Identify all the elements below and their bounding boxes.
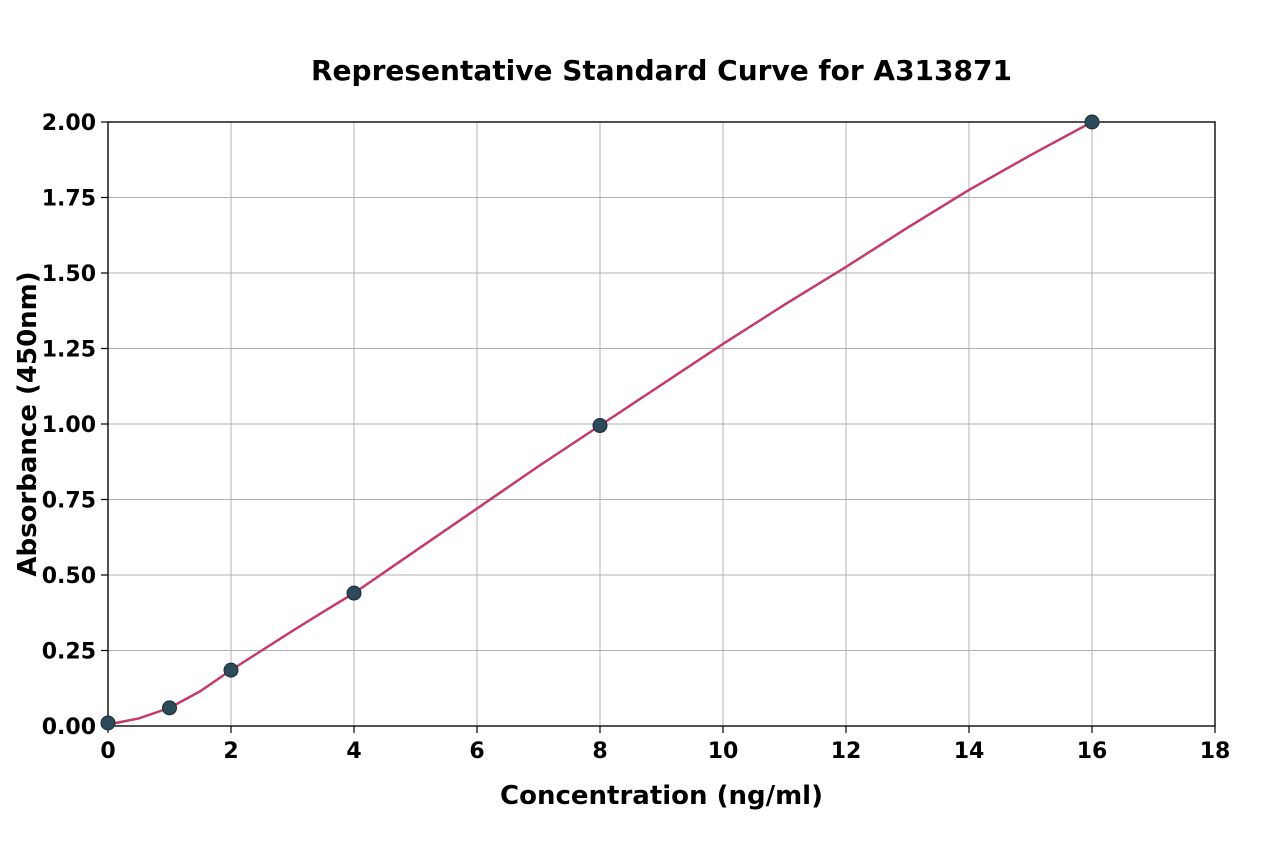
ytick-label: 1.50 — [42, 262, 96, 287]
ytick-label: 1.00 — [42, 413, 96, 438]
ytick-label: 0.75 — [42, 489, 96, 514]
data-point-marker — [1085, 115, 1099, 129]
x-axis-label: Concentration (ng/ml) — [500, 781, 823, 811]
data-point-marker — [224, 663, 238, 677]
data-point-marker — [101, 716, 115, 730]
xtick-label: 14 — [954, 739, 985, 764]
data-point-marker — [347, 586, 361, 600]
ytick-label: 2.00 — [42, 111, 96, 136]
chart-container: 0 2 4 6 8 10 12 14 16 18 0.00 0.25 0.50 0.75 1.00 1.25 1… — [0, 0, 1280, 845]
ytick-label: 0.00 — [42, 715, 96, 740]
xtick-label: 2 — [223, 739, 238, 764]
y-axis-label: Absorbance (450nm) — [13, 271, 43, 576]
xtick-label: 12 — [831, 739, 862, 764]
ytick-label: 0.25 — [42, 640, 96, 665]
xtick-label: 10 — [708, 739, 739, 764]
xtick-label: 4 — [346, 739, 361, 764]
ytick-label: 1.25 — [42, 338, 96, 363]
xtick-label: 8 — [592, 739, 607, 764]
standard-curve-chart: 0 2 4 6 8 10 12 14 16 18 0.00 0.25 0.50 0.75 1.00 1.25 1… — [0, 0, 1280, 845]
xtick-label: 18 — [1200, 739, 1231, 764]
xtick-label: 0 — [100, 739, 115, 764]
data-point-marker — [163, 701, 177, 715]
data-point-marker — [593, 419, 607, 433]
xtick-label: 16 — [1077, 739, 1108, 764]
ytick-label: 1.75 — [42, 187, 96, 212]
ytick-label: 0.50 — [42, 564, 96, 589]
xtick-label: 6 — [469, 739, 484, 764]
chart-title: Representative Standard Curve for A31387… — [311, 54, 1012, 87]
